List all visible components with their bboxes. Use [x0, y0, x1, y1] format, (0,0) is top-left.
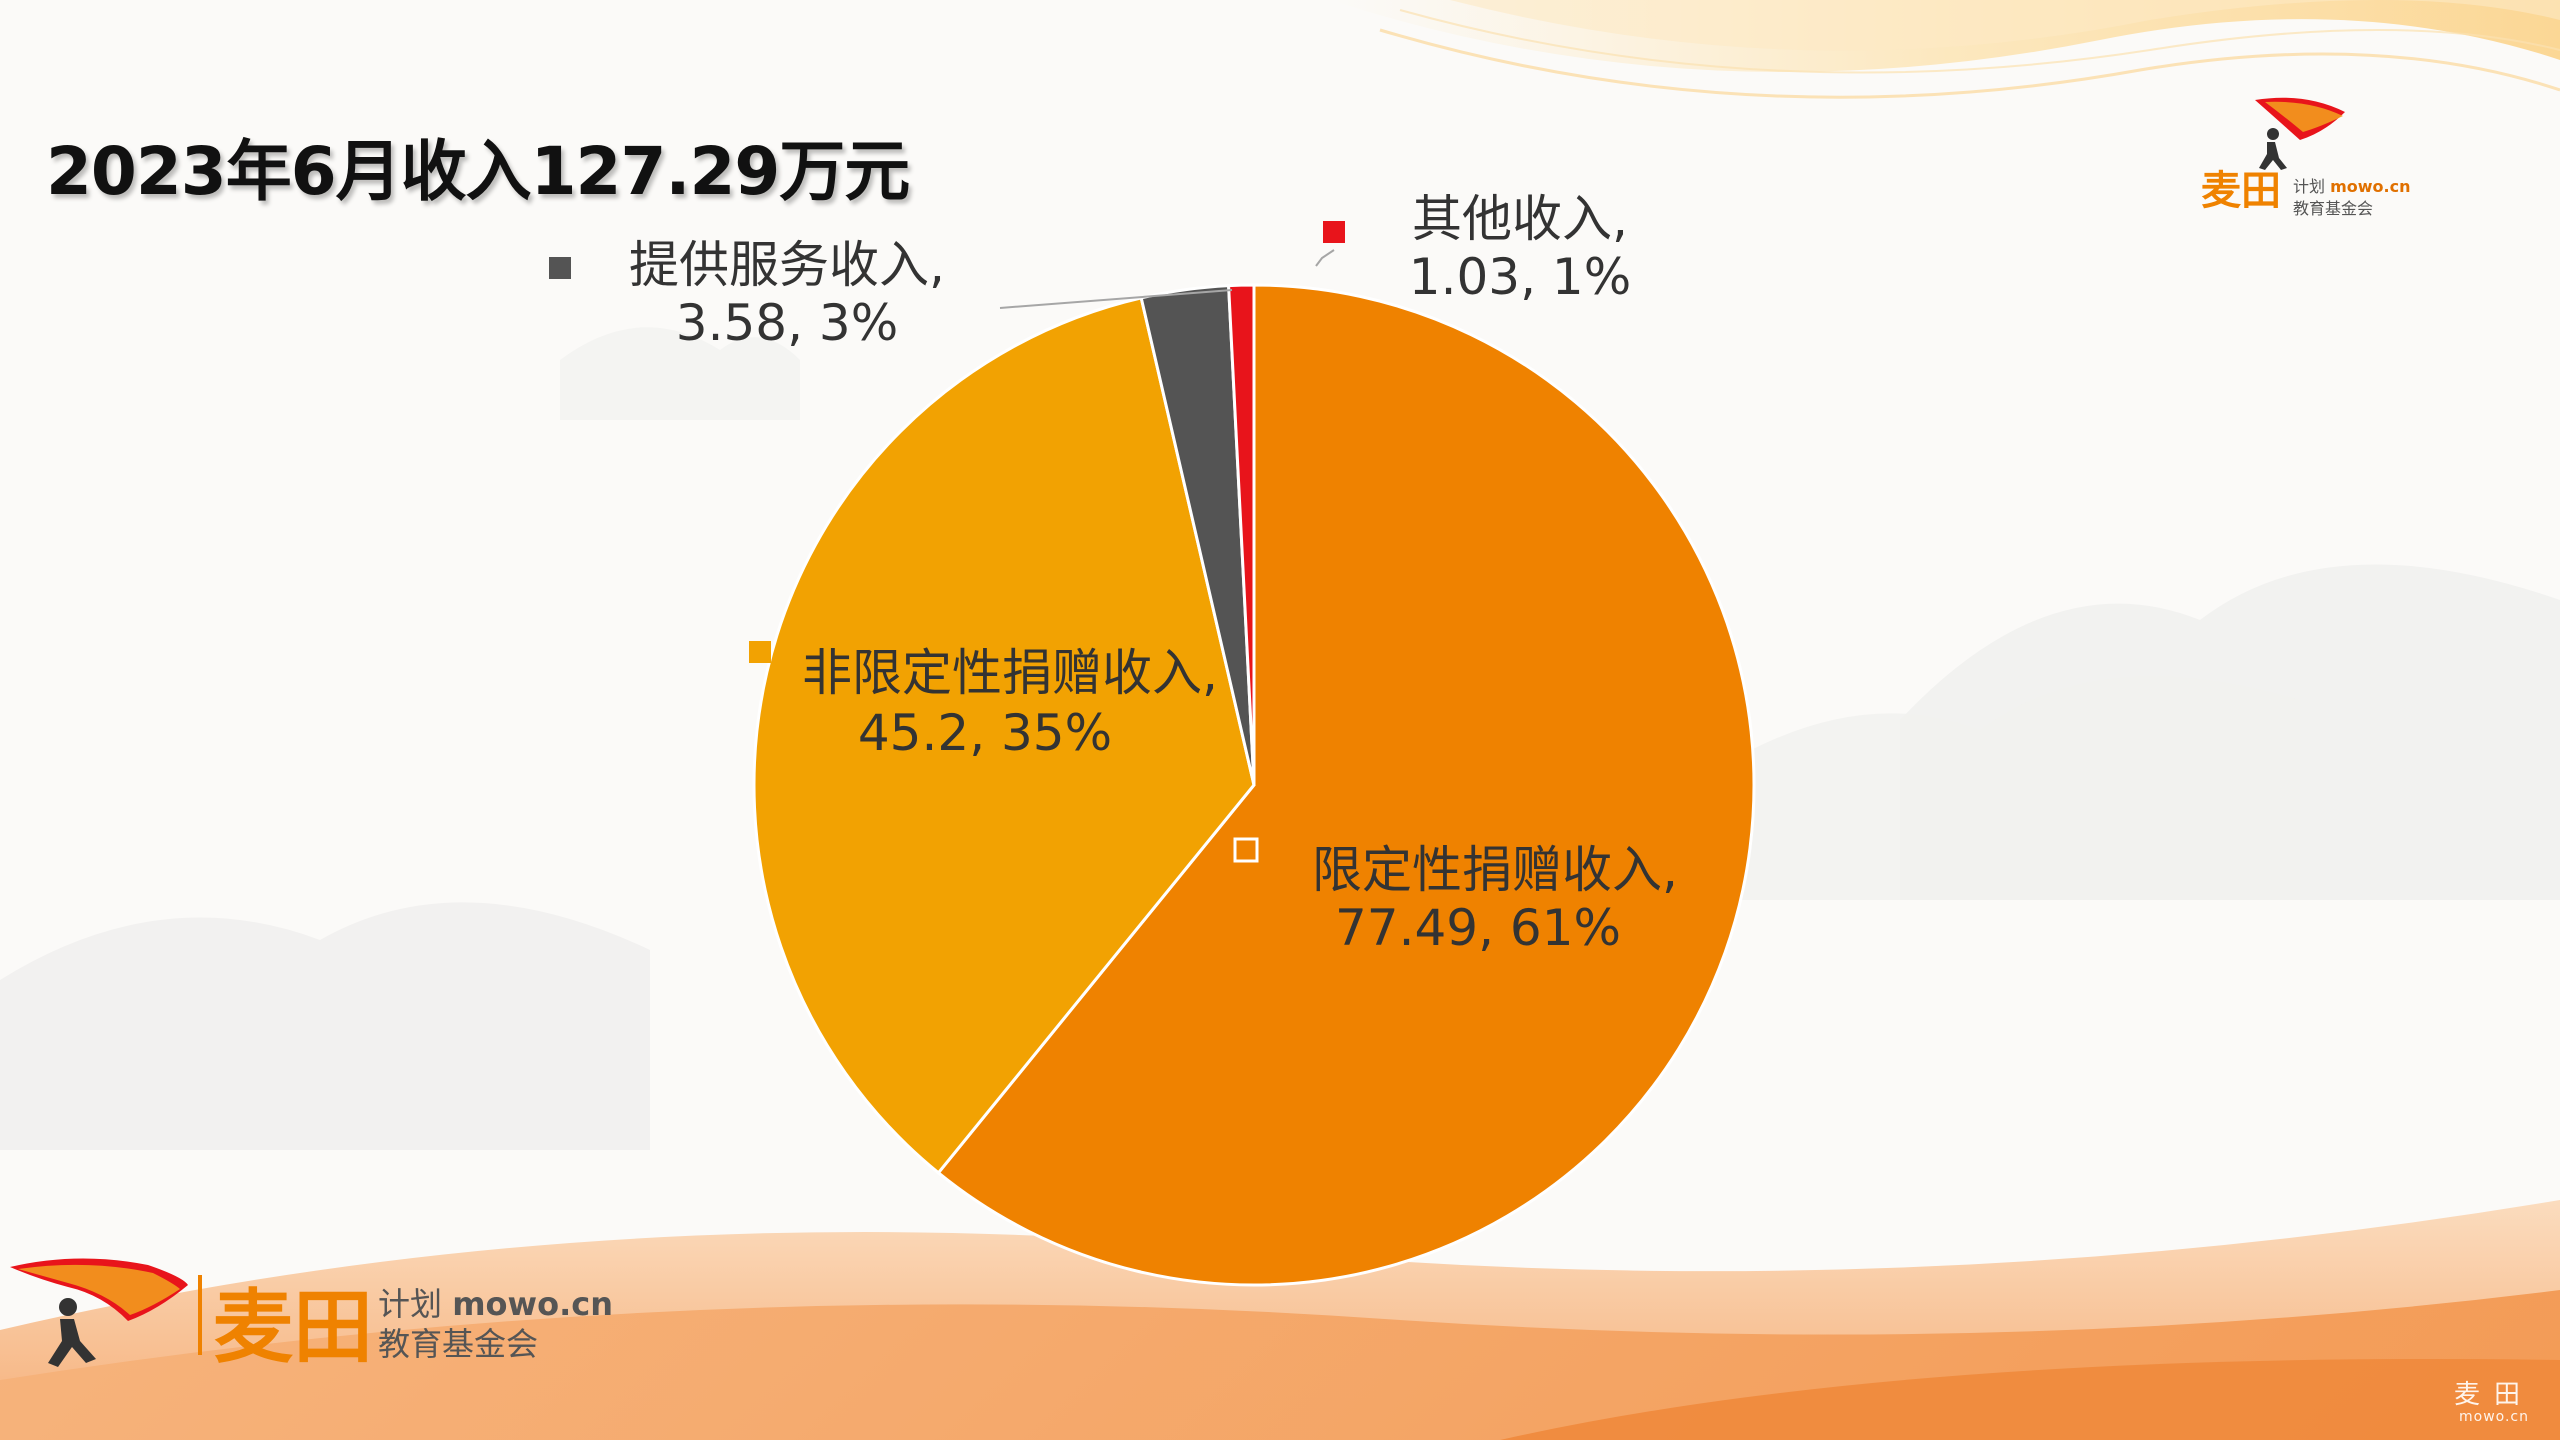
watermark-brand: 麦田	[2453, 1380, 2534, 1410]
data-label-name-service: 提供服务收入,	[629, 236, 945, 294]
slide-title: 2023年6月收入127.29万元	[46, 133, 910, 210]
slice-restricted-donation	[936, 283, 1756, 1287]
logo-line2: 教育基金会	[2293, 199, 2373, 218]
label-marker-unrestricted	[749, 641, 771, 663]
label-marker-service	[549, 257, 571, 279]
leader-line-service	[999, 289, 1233, 309]
data-label-name-restricted: 限定性捐赠收入,	[1312, 841, 1678, 899]
data-label-name-unrestricted: 非限定性捐赠收入,	[802, 644, 1218, 702]
logo-line1-url: mowo.cn	[452, 1285, 613, 1323]
data-label-value-service: 3.58, 3%	[676, 294, 898, 352]
logo-brand: 麦田	[2201, 168, 2281, 214]
data-labels: 限定性捐赠收入,77.49, 61% 非限定性捐赠收入,45.2, 35% 提供服务…	[549, 190, 1678, 957]
slice-other-income	[1227, 283, 1256, 786]
leader-line-other	[1315, 249, 1335, 267]
logo-line1-prefix: 计划	[2293, 177, 2325, 196]
data-label-name-other: 其他收入,	[1412, 190, 1628, 248]
leader-lines	[999, 249, 1335, 309]
pie-slices	[752, 283, 1756, 1287]
data-label-value-other: 1.03, 1%	[1409, 248, 1631, 306]
logo-brand: 麦田	[213, 1281, 373, 1374]
flag-icon	[2255, 97, 2345, 170]
brand-logo-top: 麦田 计划 mowo.cn 教育基金会	[2201, 97, 2411, 218]
data-label-value-unrestricted: 45.2, 35%	[858, 704, 1112, 762]
svg-text:计划 mowo.cn: 计划 mowo.cn	[2293, 177, 2411, 196]
label-marker-restricted	[1233, 837, 1259, 863]
watermark-url: mowo.cn	[2459, 1409, 2529, 1425]
flag-runner-icon	[10, 1258, 188, 1367]
svg-text:计划 mowo.cn: 计划 mowo.cn	[378, 1285, 613, 1323]
slice-unrestricted-donation	[752, 296, 1256, 1175]
label-marker-other	[1323, 221, 1345, 243]
corner-watermark: 麦田 mowo.cn	[2436, 1382, 2552, 1424]
data-label-value-restricted: 77.49, 61%	[1335, 899, 1621, 957]
logo-line2: 教育基金会	[378, 1325, 538, 1363]
logo-line1-prefix: 计划	[378, 1285, 442, 1323]
logo-line1-url: mowo.cn	[2330, 177, 2410, 196]
logo-divider	[198, 1275, 202, 1355]
brand-logo-bottom: 麦田 计划 mowo.cn 教育基金会	[10, 1258, 613, 1374]
